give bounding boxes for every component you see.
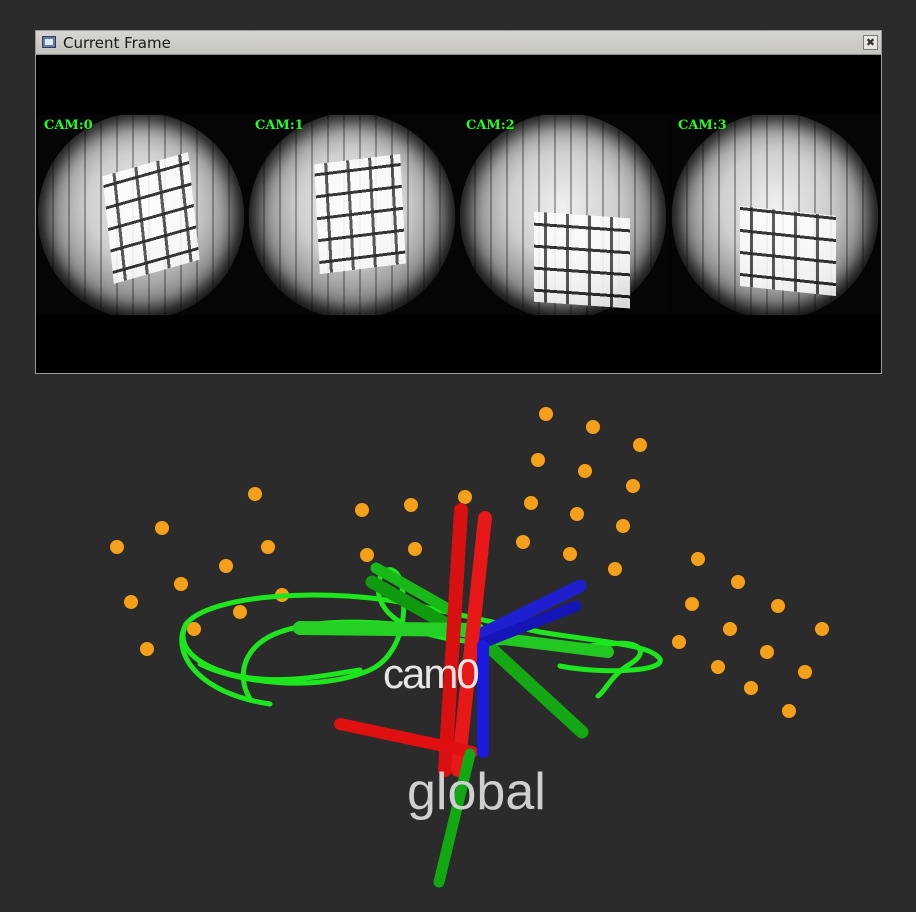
camera-label: CAM:0 (44, 118, 93, 133)
close-button[interactable]: ✖ (863, 35, 878, 50)
3d-viewport[interactable]: cam0 global (0, 374, 916, 912)
camera-view-3: CAM:3 (670, 115, 881, 315)
calibration-board (314, 154, 406, 274)
calibration-board (740, 205, 836, 297)
global-frame-label: global (407, 763, 546, 821)
camera-view-1: CAM:1 (247, 115, 458, 315)
calibration-board (534, 211, 630, 309)
camera-view-0: CAM:0 (36, 115, 247, 315)
camera-frame-label: cam0 (383, 650, 480, 697)
current-frame-window: Current Frame ✖ CAM:0 CAM:1 CAM:2 CAM:3 (35, 30, 882, 374)
scene-svg (110, 407, 829, 888)
window-titlebar[interactable]: Current Frame ✖ (36, 31, 881, 55)
camera-view-2: CAM:2 (458, 115, 669, 315)
pose-axes (293, 503, 614, 888)
image-window-icon (42, 36, 56, 48)
camera-label: CAM:2 (466, 118, 515, 133)
window-title: Current Frame (63, 34, 171, 52)
landmark-points (110, 407, 829, 718)
camera-frame-canvas: CAM:0 CAM:1 CAM:2 CAM:3 (36, 55, 881, 373)
camera-label: CAM:3 (678, 118, 727, 133)
camera-label: CAM:1 (255, 118, 304, 133)
